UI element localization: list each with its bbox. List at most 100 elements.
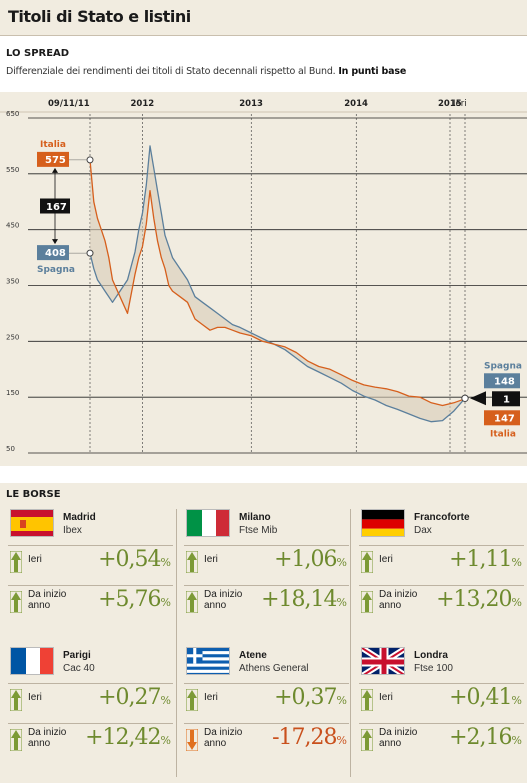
y-tick-label: 550	[6, 166, 19, 174]
ieri-change-value: +1,11	[449, 547, 512, 572]
arrow-up-icon	[9, 688, 23, 712]
atene-flag-icon	[186, 647, 230, 675]
arrow-up-icon	[9, 550, 23, 574]
market-city: Parigi	[63, 650, 91, 661]
x-tick-label: 2013	[239, 99, 263, 109]
column-divider	[176, 509, 177, 777]
italia-start-box	[37, 151, 69, 167]
market-index: Athens General	[239, 663, 309, 674]
ytd-change: +18,14%	[261, 587, 347, 612]
spagna-series-line	[89, 145, 466, 423]
ytd-label: Da inizio anno	[204, 727, 242, 749]
ieri-row: Ieri +1,06%	[184, 545, 349, 577]
ytd-label-line2: anno	[28, 738, 51, 749]
italia-end-value: 147	[494, 413, 515, 424]
ytd-row: Da inizio anno -17,28%	[184, 723, 349, 755]
spagna-end-value: 148	[494, 376, 515, 387]
italia-start-label: Italia	[40, 140, 66, 150]
ytd-change-value: +2,16	[449, 725, 512, 750]
ieri-label: Ieri	[204, 692, 218, 703]
ieri-change-value: +0,37	[274, 685, 337, 710]
percent-sign: %	[511, 596, 522, 609]
x-tick-label: Ieri	[453, 99, 467, 109]
arrow-up-icon	[360, 688, 374, 712]
ytd-label-line1: Da inizio	[204, 727, 243, 738]
spagna-end-box	[484, 373, 520, 389]
ytd-label-line2: anno	[379, 600, 402, 611]
y-tick-label: 650	[6, 110, 19, 118]
milano-flag-icon	[186, 509, 230, 537]
ytd-change: +2,16%	[449, 725, 522, 750]
percent-sign: %	[511, 734, 522, 747]
percent-sign: %	[336, 694, 347, 707]
spagna-start-value: 408	[45, 248, 66, 259]
ytd-row: Da inizio anno +5,76%	[8, 585, 173, 617]
ytd-change: -17,28%	[272, 725, 347, 750]
ieri-row: Ieri +0,27%	[8, 683, 173, 715]
ytd-label: Da inizio anno	[379, 589, 417, 611]
market-index: Cac 40	[63, 663, 95, 674]
market-city: Francoforte	[414, 512, 470, 523]
ytd-change-value: +18,14	[261, 587, 337, 612]
end-diff-box	[492, 391, 520, 407]
y-tick-label: 250	[6, 333, 19, 341]
y-tick-label: 150	[6, 389, 19, 397]
page-title: Titoli di Stato e listini	[8, 7, 191, 26]
percent-sign: %	[160, 556, 171, 569]
x-tick-label: 2015	[438, 99, 462, 109]
start-diff-arrowhead-up	[52, 167, 58, 173]
start-diff-arrowhead-down	[52, 239, 58, 245]
ytd-change: +13,20%	[436, 587, 522, 612]
ytd-row: Da inizio anno +18,14%	[184, 585, 349, 617]
ytd-label: Da inizio anno	[379, 727, 417, 749]
percent-sign: %	[511, 694, 522, 707]
start-diff-value: 167	[46, 202, 67, 213]
italia-series-line	[89, 159, 466, 407]
londra-flag-icon	[361, 647, 405, 675]
ieri-change-value: +1,06	[274, 547, 337, 572]
percent-sign: %	[160, 596, 171, 609]
ieri-row: Ieri +0,54%	[8, 545, 173, 577]
start-diff-box	[40, 198, 70, 214]
x-tick-label: 09/11/11	[48, 99, 90, 109]
market-index: Dax	[414, 525, 432, 536]
spread-heading: LO SPREAD	[6, 48, 70, 59]
spread-subtitle: Differenziale dei rendimenti dei titoli …	[6, 66, 406, 77]
italia-end-box	[484, 410, 520, 426]
ytd-label: Da inizio anno	[28, 727, 66, 749]
header-bar: Titoli di Stato e listini	[0, 0, 527, 36]
end-diff-value: 1	[503, 394, 510, 405]
market-city: Madrid	[63, 512, 96, 523]
arrow-up-icon	[185, 688, 199, 712]
borse-section: LE BORSE Madrid Ibex Ieri +0,54% Da iniz…	[0, 483, 527, 783]
arrow-up-icon	[360, 728, 374, 752]
percent-sign: %	[336, 734, 347, 747]
ieri-row: Ieri +0,37%	[184, 683, 349, 715]
ieri-label: Ieri	[204, 554, 218, 565]
column-divider	[350, 509, 351, 777]
ieri-label: Ieri	[379, 692, 393, 703]
ieri-label: Ieri	[28, 692, 42, 703]
italia-start-value: 575	[45, 155, 66, 166]
y-tick-label: 50	[6, 445, 15, 453]
market-city: Atene	[239, 650, 267, 661]
ytd-label-line2: anno	[379, 738, 402, 749]
ieri-change: +0,27%	[98, 685, 171, 710]
arrow-down-icon	[185, 728, 199, 752]
x-tick-label: 2014	[344, 99, 368, 109]
spread-subtitle-unit: In punti base	[338, 66, 407, 77]
ytd-change: +5,76%	[98, 587, 171, 612]
spagna-end-label: Spagna	[484, 361, 522, 371]
market-index: Ibex	[63, 525, 82, 536]
ieri-change-value: +0,54	[98, 547, 161, 572]
ieri-change: +0,41%	[449, 685, 522, 710]
x-tick-label: 2012	[131, 99, 155, 109]
ytd-label-line1: Da inizio	[28, 589, 67, 600]
ieri-change: +1,06%	[274, 547, 347, 572]
spread-chart: 50 150 250 350 450 550 650 09/11/11 2012 2013 2014…	[0, 92, 527, 466]
ytd-change-value: +5,76	[98, 587, 161, 612]
italia-end-label: Italia	[490, 429, 516, 439]
ytd-label-line2: anno	[204, 600, 227, 611]
ytd-change-value: +13,20	[436, 587, 512, 612]
arrow-up-icon	[9, 590, 23, 614]
